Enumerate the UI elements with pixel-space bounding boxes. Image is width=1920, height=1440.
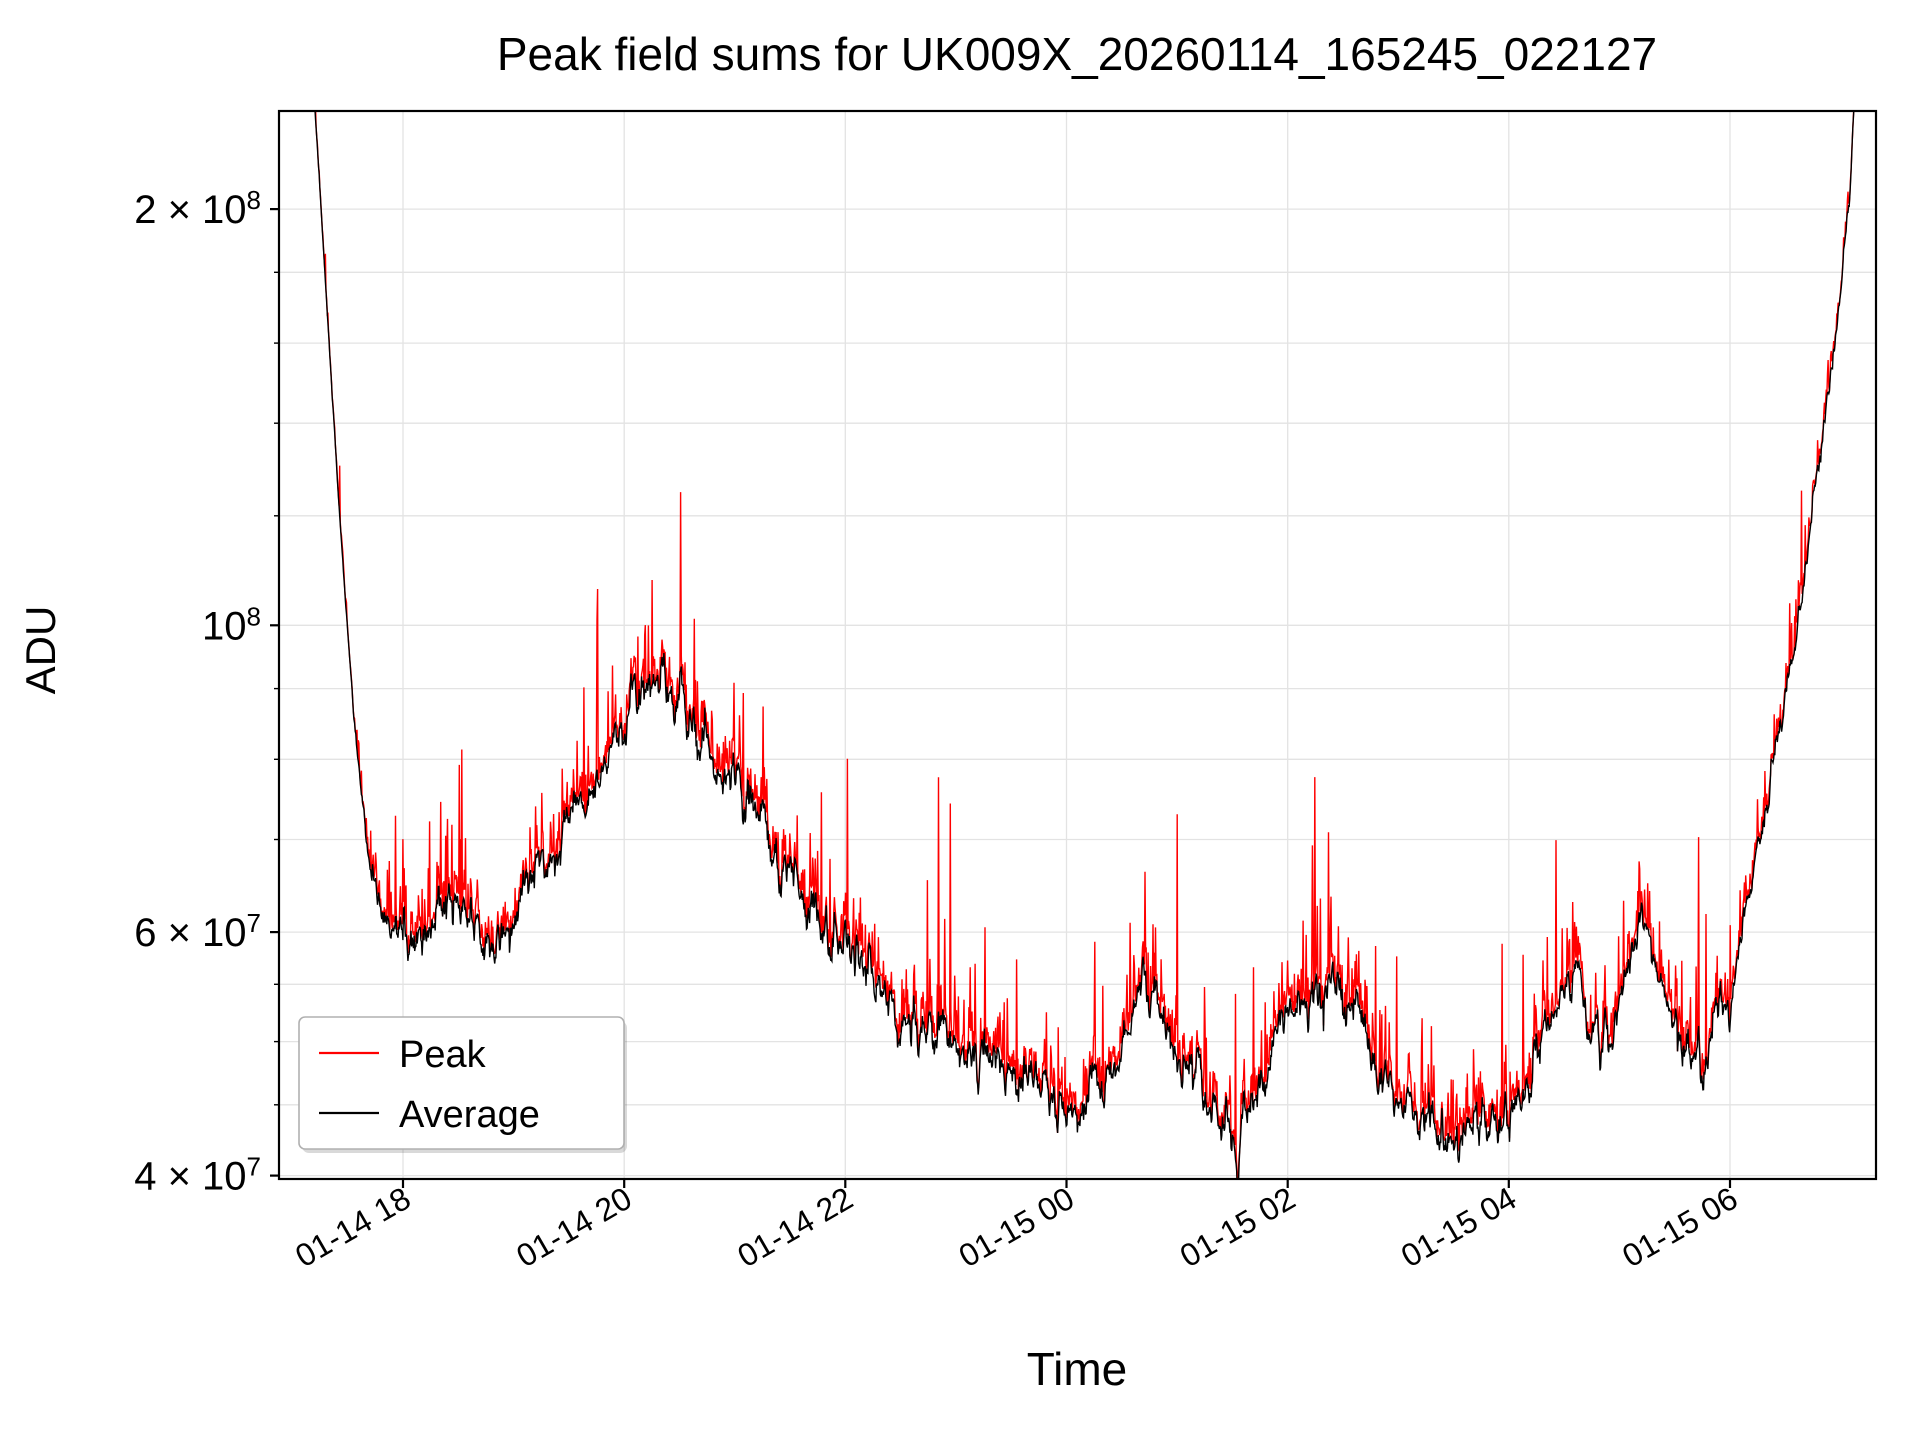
- svg-text:2 × 108: 2 × 108: [134, 185, 261, 232]
- svg-text:Average: Average: [399, 1094, 540, 1136]
- svg-text:ADU: ADU: [17, 606, 64, 695]
- svg-text:Peak field sums for UK009X_202: Peak field sums for UK009X_20260114_1652…: [497, 28, 1657, 80]
- svg-text:6 × 107: 6 × 107: [134, 908, 261, 955]
- svg-text:4 × 107: 4 × 107: [134, 1152, 261, 1199]
- svg-text:Time: Time: [1027, 1343, 1128, 1395]
- svg-text:Peak: Peak: [399, 1034, 487, 1076]
